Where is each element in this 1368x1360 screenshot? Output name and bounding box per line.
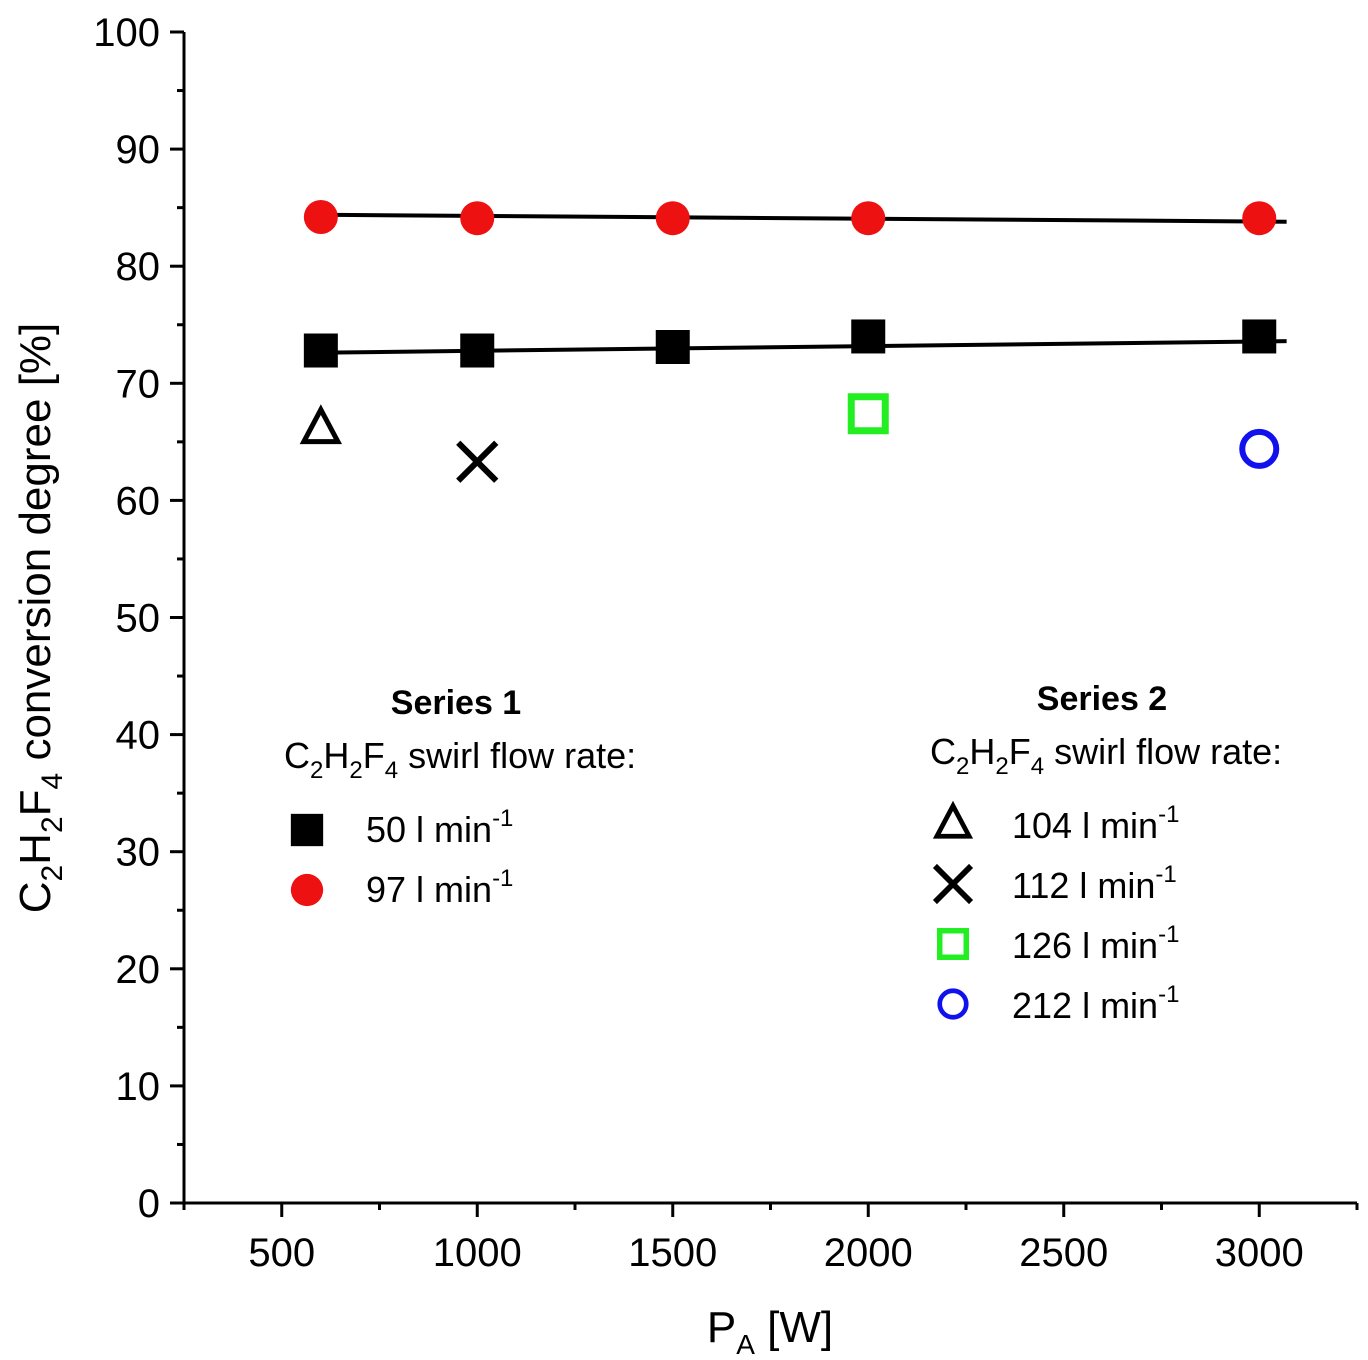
y-tick-label: 80 [116, 245, 161, 289]
y-tick-label: 90 [116, 128, 161, 172]
legend-label-104: 104 l min-1 [1012, 801, 1179, 846]
legend-entry-50: 50 l min-1 [290, 805, 513, 850]
data-point-s50 [460, 333, 495, 368]
x-tick-label: 3000 [1215, 1231, 1304, 1275]
fit-lines [305, 212, 1287, 355]
y-tick-label: 10 [116, 1065, 161, 1109]
data-point-s97 [303, 200, 338, 235]
x-axis-title: PA [W] [707, 1303, 833, 1360]
legend-label-97: 97 l min-1 [366, 865, 513, 910]
fit-line [305, 212, 1287, 224]
legend-label-126: 126 l min-1 [1012, 921, 1179, 966]
legend-entry-97: 97 l min-1 [290, 865, 513, 910]
y-tick-label: 20 [116, 948, 161, 992]
data-point-s126 [847, 393, 889, 435]
legend-marker-square [290, 813, 324, 847]
legend-series-2-title: Series 2 [1037, 680, 1167, 718]
legend-symbol-s50 [290, 813, 324, 847]
y-tick-label: 40 [116, 714, 161, 758]
legend-symbol-s104 [932, 800, 974, 839]
y-tick-label: 100 [93, 11, 160, 55]
x-tick-label: 2000 [824, 1231, 913, 1275]
legend-symbol-s97 [290, 873, 324, 907]
legend-series-1-subtitle: C2H2F4 swirl flow rate: [284, 735, 636, 784]
x-tick-label: 1500 [628, 1231, 717, 1275]
y-tick-label: 30 [116, 831, 161, 875]
legend-entry-126: 126 l min-1 [937, 921, 1179, 966]
data-point-s50 [1242, 319, 1277, 354]
legend-series-2-subtitle: C2H2F4 swirl flow rate: [930, 731, 1282, 780]
data-point-s97 [851, 201, 886, 236]
legend-symbol-s126 [937, 928, 969, 960]
data-point-s97 [1242, 201, 1277, 236]
legend-symbol-s212 [937, 988, 969, 1020]
y-axis-title: C2H2F4 conversion degree [%] [11, 323, 69, 914]
legend-entry-112: 112 l min-1 [932, 861, 1177, 906]
legend-series-1: Series 1 C2H2F4 swirl flow rate: 50 l mi… [284, 684, 636, 910]
ticks: 0 10 20 30 40 50 60 70 80 90 100 500 1000 1500 2000 250… [93, 11, 1359, 1275]
data-point-s50 [303, 333, 338, 368]
data-point-s50 [655, 329, 690, 364]
data-point-s97 [655, 201, 690, 236]
legend-label-50: 50 l min-1 [366, 805, 513, 850]
x-tick-label: 1000 [433, 1231, 522, 1275]
legend-entry-212: 212 l min-1 [937, 981, 1179, 1026]
data-points [299, 200, 1280, 483]
x-tick-label: 2500 [1019, 1231, 1108, 1275]
fit-line [305, 339, 1287, 355]
legend-series-1-title: Series 1 [391, 684, 521, 722]
data-point-s97 [460, 201, 495, 236]
data-point-s112 [456, 440, 499, 483]
axes [182, 32, 1357, 1205]
legend-marker-open-square [937, 928, 969, 960]
legend-marker-open-circle [937, 988, 969, 1020]
legend-marker-cross [932, 863, 974, 905]
data-point-s50 [851, 319, 886, 354]
data-point-s104 [299, 404, 343, 445]
legend-marker-triangle [932, 800, 974, 839]
y-tick-label: 50 [116, 597, 161, 641]
x-tick-label: 500 [248, 1231, 315, 1275]
y-tick-label: 0 [138, 1182, 160, 1226]
legend-label-212: 212 l min-1 [1012, 981, 1179, 1026]
legend-symbol-s112 [932, 863, 974, 905]
legend-series-2: Series 2 C2H2F4 swirl flow rate: 104 l m… [930, 680, 1282, 1026]
y-tick-label: 70 [116, 362, 161, 406]
data-point-s212 [1239, 428, 1280, 469]
legend-entry-104: 104 l min-1 [932, 800, 1179, 846]
legend-label-112: 112 l min-1 [1012, 861, 1177, 906]
y-tick-label: 60 [116, 479, 161, 523]
legend-marker-circle [290, 873, 324, 907]
